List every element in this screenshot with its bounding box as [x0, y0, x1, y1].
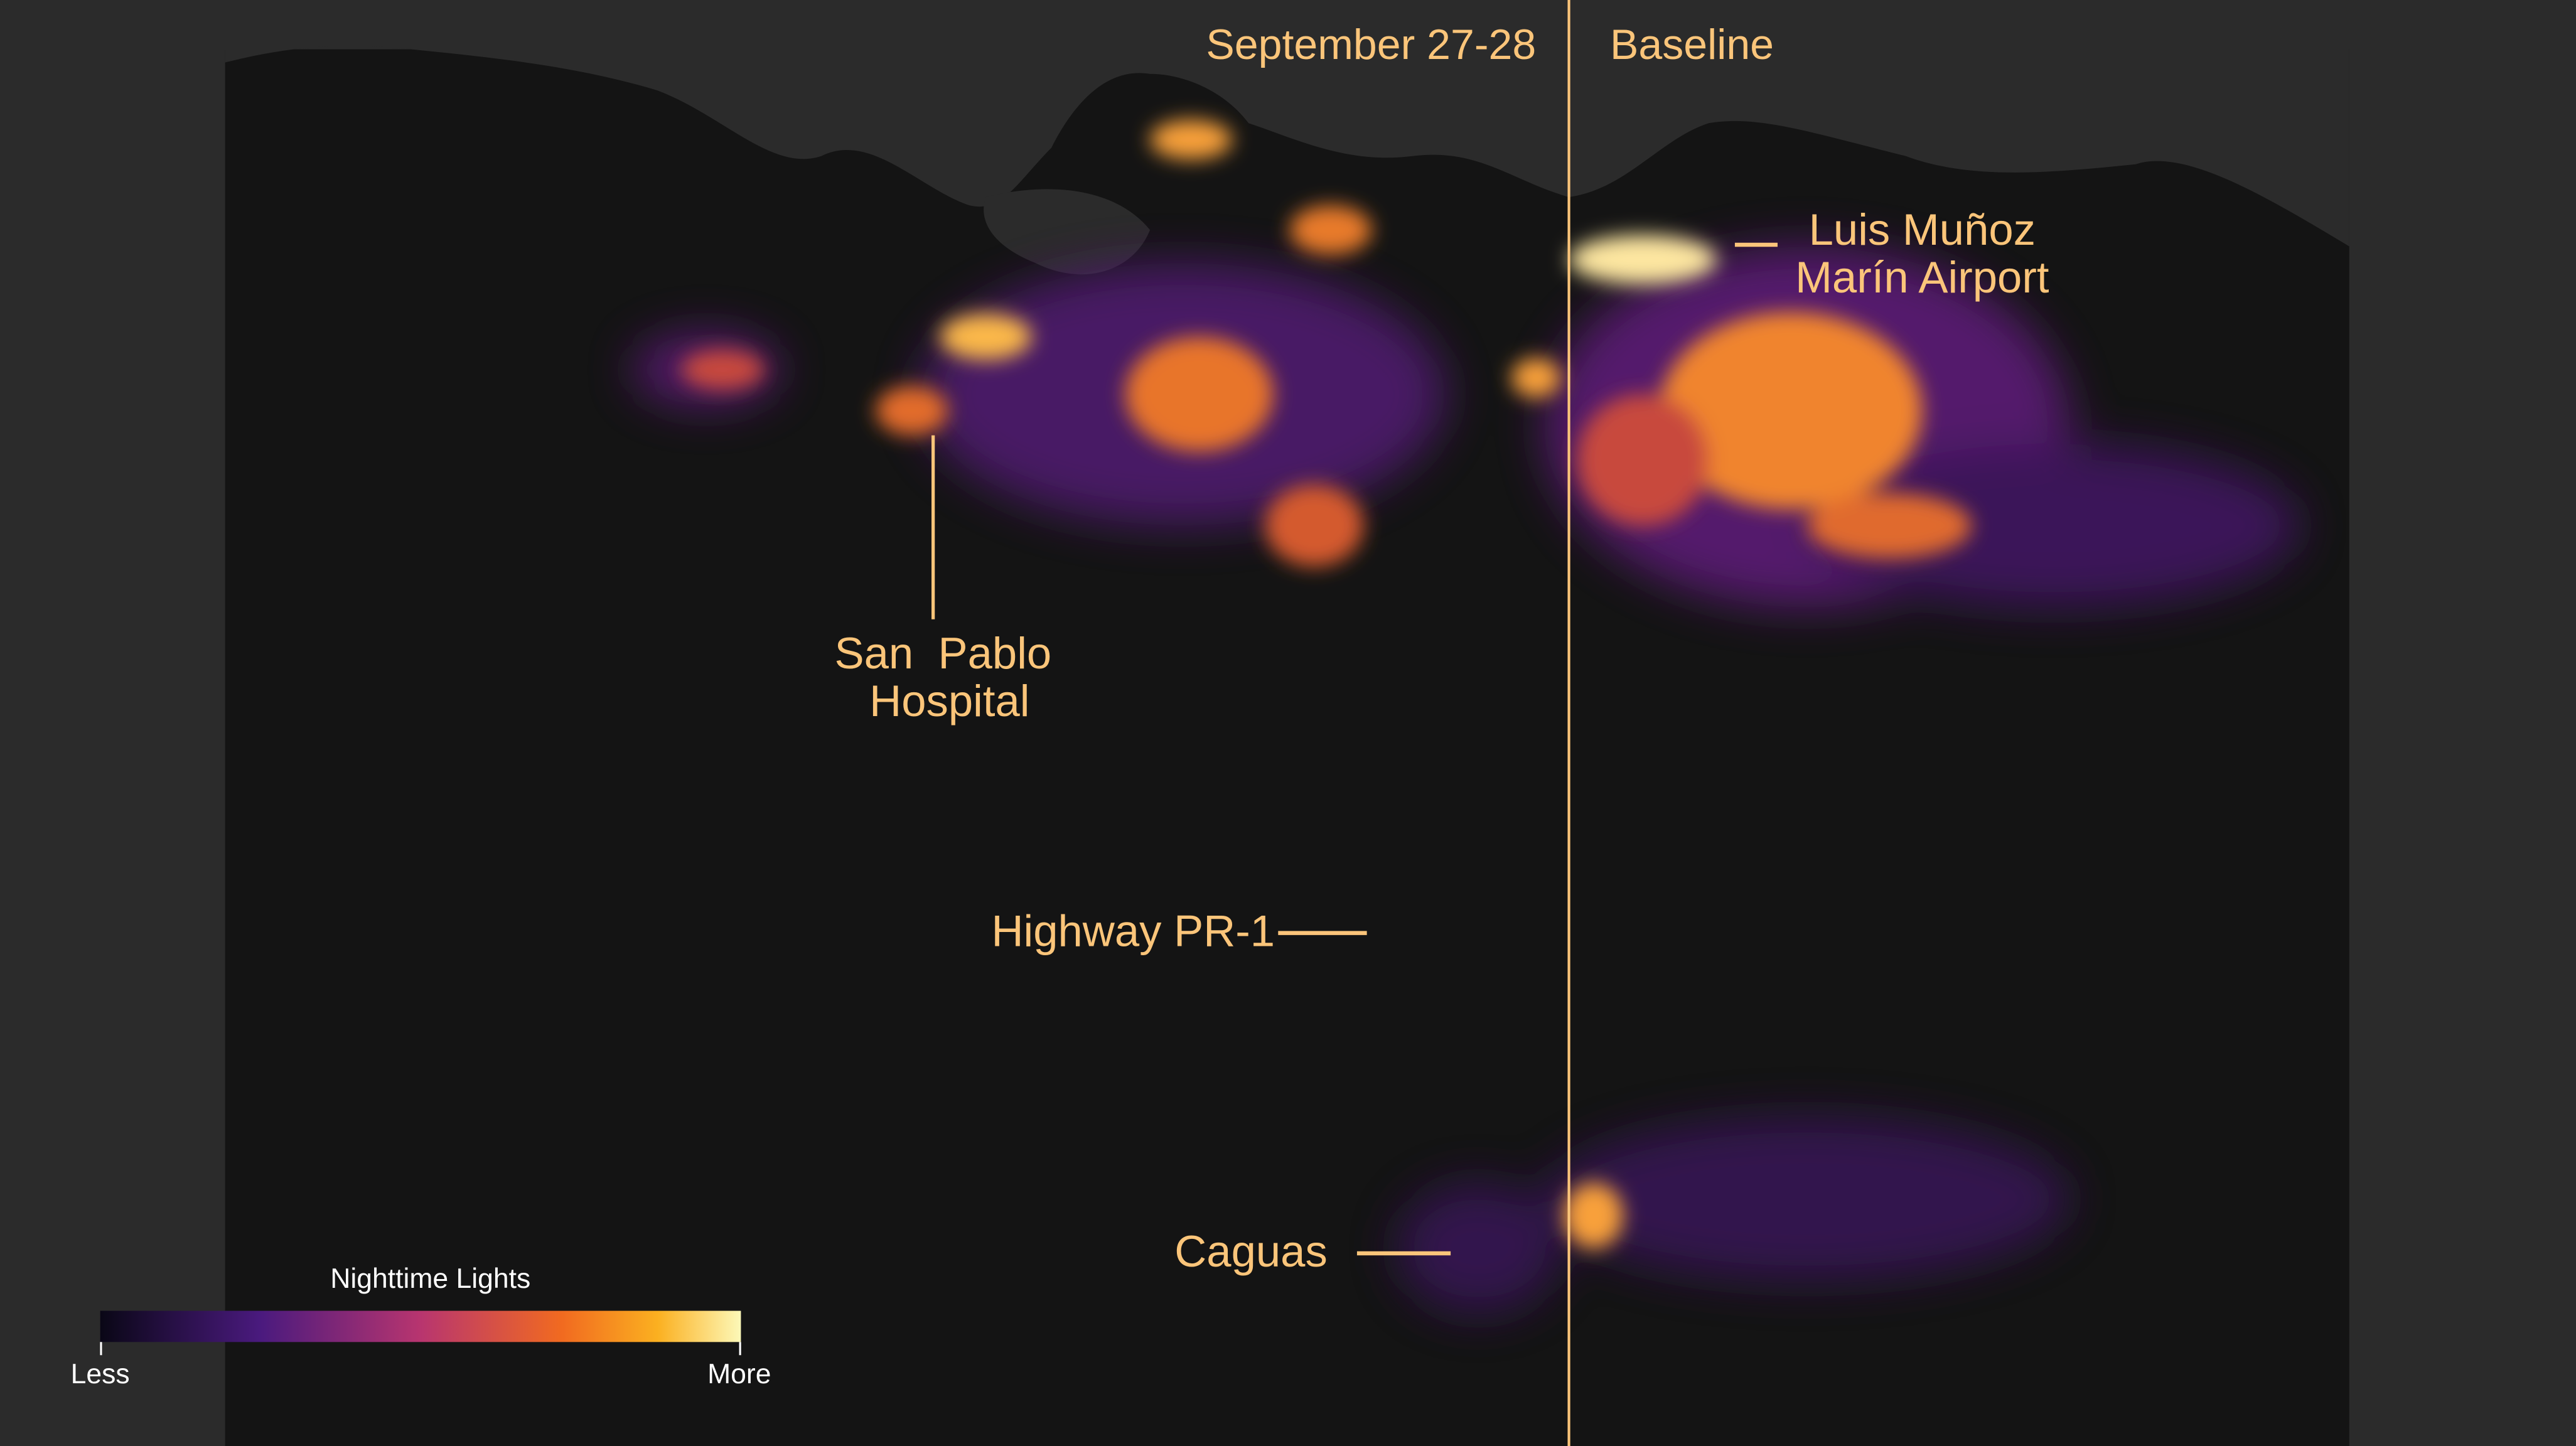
annotation: Marín Airport	[1795, 252, 2049, 302]
sea	[225, 0, 2349, 247]
annotation: Highway PR-1	[991, 906, 1275, 956]
panel-title: September 27-28	[1206, 21, 1536, 68]
annotation: Hospital	[869, 676, 1029, 726]
lagoon	[984, 189, 1151, 275]
annotation: Caguas	[1174, 1226, 1328, 1276]
legend-low: Less	[71, 1359, 130, 1390]
panel-title: Baseline	[1610, 21, 1774, 68]
colorbar	[100, 1310, 741, 1342]
legend: Nighttime Lights Less More	[71, 1263, 771, 1390]
annotation: Luis Muñoz	[1809, 205, 2036, 254]
city-lights	[682, 120, 1972, 1249]
legend-title: Nighttime Lights	[330, 1263, 530, 1294]
legend-high: More	[707, 1359, 771, 1390]
annotation: San Pablo	[835, 628, 1052, 678]
